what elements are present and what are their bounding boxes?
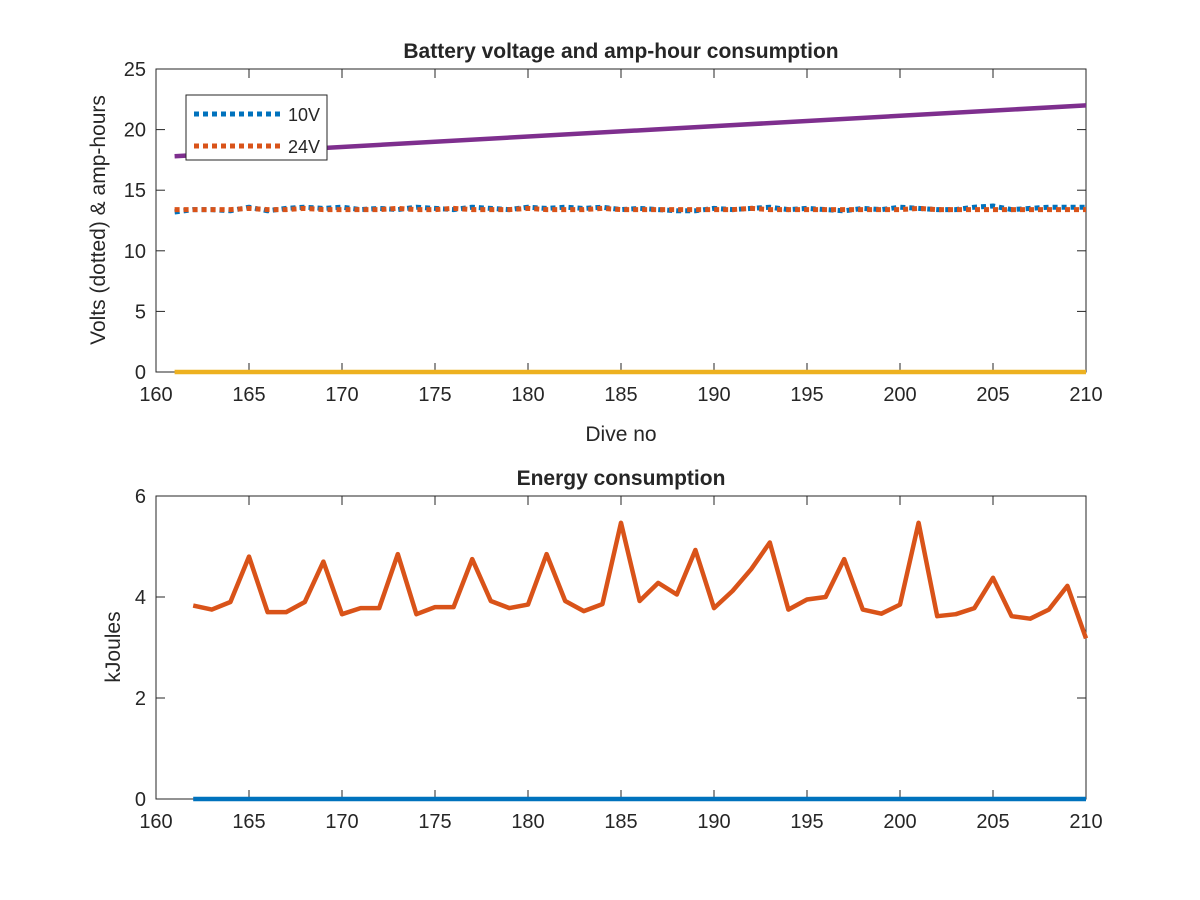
legend-box [185, 94, 328, 161]
legend-24v-label: 24V [288, 137, 320, 157]
energy-x-tick-label: 180 [511, 811, 544, 833]
energy-y-tick-label: 4 [135, 587, 146, 609]
energy-x-tick-label: 165 [232, 811, 265, 833]
voltage-x-tick-label: 205 [976, 384, 1009, 406]
voltage-chart-title: Battery voltage and amp-hour consumption [403, 40, 838, 63]
energy-y-tick-label: 2 [135, 688, 146, 710]
voltage-series-line-1 [174, 205, 1086, 213]
voltage-x-tick-label: 170 [325, 384, 358, 406]
voltage-x-tick-label: 165 [232, 384, 265, 406]
energy-y-ticks: 0 2 4 6 [135, 486, 1086, 811]
energy-x-tick-label: 175 [418, 811, 451, 833]
voltage-x-tick-label: 175 [418, 384, 451, 406]
energy-chart-title: Energy consumption [517, 467, 726, 490]
energy-chart: Energy consumption kJoules 160 165 170 175 1… [102, 467, 1103, 833]
energy-x-tick-label: 210 [1069, 811, 1102, 833]
voltage-y-axis-label: Volts (dotted) & amp-hours [87, 95, 110, 345]
energy-x-tick-label: 190 [697, 811, 730, 833]
energy-x-tick-label: 200 [883, 811, 916, 833]
voltage-x-tick-label: 195 [790, 384, 823, 406]
legend: 10V 24V [185, 94, 328, 161]
legend-10v-label: 10V [288, 105, 320, 125]
voltage-y-tick-label: 10 [124, 241, 146, 263]
voltage-y-tick-label: 15 [124, 180, 146, 202]
energy-x-tick-label: 170 [325, 811, 358, 833]
voltage-x-tick-label: 190 [697, 384, 730, 406]
voltage-x-axis-label: Dive no [585, 423, 656, 446]
voltage-y-tick-label: 0 [135, 362, 146, 384]
energy-x-tick-label: 160 [139, 811, 172, 833]
voltage-x-tick-label: 160 [139, 384, 172, 406]
voltage-x-tick-label: 185 [604, 384, 637, 406]
voltage-series-line-0 [174, 203, 1086, 215]
energy-x-tick-label: 195 [790, 811, 823, 833]
voltage-y-tick-label: 5 [135, 301, 146, 323]
energy-x-ticks: 160 165 170 175 180 185 190 195 200 205 210 [139, 496, 1103, 833]
voltage-y-tick-label: 25 [124, 59, 146, 81]
voltage-x-ticks: 160 165 170 175 180 185 190 195 200 205 210 [139, 69, 1103, 406]
voltage-x-tick-label: 180 [511, 384, 544, 406]
energy-plot-area [155, 495, 1087, 800]
energy-series [192, 520, 1089, 802]
energy-x-tick-label: 205 [976, 811, 1009, 833]
energy-x-tick-label: 185 [604, 811, 637, 833]
voltage-chart: Battery voltage and amp-hour consumption… [87, 40, 1103, 446]
voltage-x-tick-label: 210 [1069, 384, 1102, 406]
energy-y-axis-label: kJoules [102, 611, 125, 682]
energy-y-tick-label: 0 [135, 789, 146, 811]
energy-series-line-1 [192, 520, 1089, 640]
voltage-y-ticks: 0 5 10 15 20 25 [124, 59, 1086, 384]
voltage-y-tick-label: 20 [124, 120, 146, 142]
energy-y-tick-label: 6 [135, 486, 146, 508]
voltage-x-tick-label: 200 [883, 384, 916, 406]
